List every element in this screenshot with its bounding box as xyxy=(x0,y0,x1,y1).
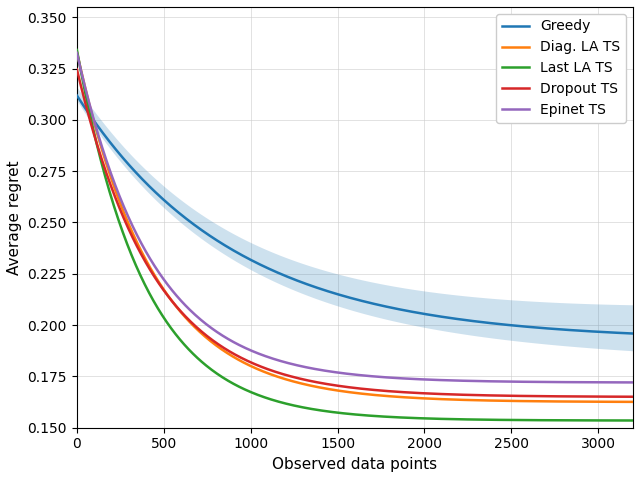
Last LA TS xyxy=(221,376,228,382)
Epinet TS xyxy=(629,379,637,385)
Dropout TS xyxy=(629,394,637,399)
Y-axis label: Average regret: Average regret xyxy=(7,160,22,274)
Epinet TS xyxy=(568,379,575,385)
Dropout TS xyxy=(73,67,81,72)
Epinet TS xyxy=(279,359,287,365)
Diag. LA TS xyxy=(529,399,537,404)
Diag. LA TS xyxy=(568,399,575,404)
Diag. LA TS xyxy=(303,382,311,388)
Last LA TS xyxy=(316,408,324,413)
Last LA TS xyxy=(73,47,81,53)
Last LA TS xyxy=(303,405,311,411)
Epinet TS xyxy=(73,50,81,56)
Dropout TS xyxy=(221,346,228,352)
Epinet TS xyxy=(529,379,537,385)
Greedy xyxy=(316,286,324,292)
Last LA TS xyxy=(279,400,287,406)
Diag. LA TS xyxy=(629,399,637,405)
Dropout TS xyxy=(316,380,324,386)
Epinet TS xyxy=(316,367,324,373)
Line: Greedy: Greedy xyxy=(77,95,633,333)
Line: Diag. LA TS: Diag. LA TS xyxy=(77,52,633,402)
Diag. LA TS xyxy=(73,49,81,55)
Line: Last LA TS: Last LA TS xyxy=(77,50,633,421)
Greedy xyxy=(303,281,311,287)
Dropout TS xyxy=(568,394,575,399)
Diag. LA TS xyxy=(316,385,324,390)
Line: Epinet TS: Epinet TS xyxy=(77,53,633,382)
Epinet TS xyxy=(303,365,311,370)
Greedy xyxy=(221,242,228,248)
Epinet TS xyxy=(221,334,228,340)
Greedy xyxy=(629,331,637,336)
Greedy xyxy=(279,272,287,278)
Dropout TS xyxy=(303,377,311,383)
Dropout TS xyxy=(279,371,287,377)
Greedy xyxy=(568,327,575,333)
Greedy xyxy=(73,92,81,98)
Dropout TS xyxy=(529,393,537,399)
Greedy xyxy=(529,324,537,330)
Diag. LA TS xyxy=(221,349,228,354)
Legend: Greedy, Diag. LA TS, Last LA TS, Dropout TS, Epinet TS: Greedy, Diag. LA TS, Last LA TS, Dropout… xyxy=(496,14,626,123)
Last LA TS xyxy=(568,418,575,423)
Last LA TS xyxy=(629,418,637,423)
X-axis label: Observed data points: Observed data points xyxy=(273,457,438,472)
Last LA TS xyxy=(529,417,537,423)
Line: Dropout TS: Dropout TS xyxy=(77,69,633,397)
Diag. LA TS xyxy=(279,376,287,381)
